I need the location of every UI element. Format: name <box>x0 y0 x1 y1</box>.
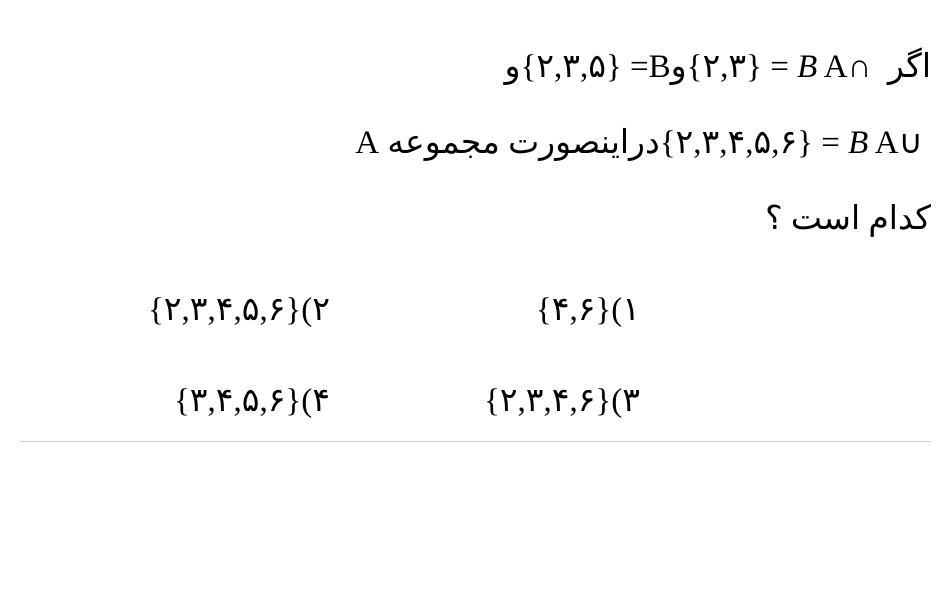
question-line-2: {۲,۳,۴,۵,۶} = B A∪ دراینصورت مجموعه A <box>20 106 931 182</box>
option-4-number: ۴) <box>301 383 330 419</box>
options-row-2: ۳){۲,۳,۴,۶} ۴){۳,۴,۵,۶} <box>20 364 931 443</box>
option-1-value: {۴,۶} <box>536 292 611 328</box>
B-eq: =B <box>622 49 671 85</box>
option-2-value: {۲,۳,۴,۵,۶} <box>148 292 301 328</box>
and-1: و <box>671 49 687 85</box>
options-row-1: ۱){۴,۶} ۲){۲,۳,۴,۵,۶} <box>20 273 931 349</box>
math-question: اگر {۲,۳} = B A∩ و{۲,۳,۵} =Bو {۲,۳,۴,۵,۶… <box>20 30 931 442</box>
B-italic-2: B <box>848 125 868 161</box>
option-3-number: ۳) <box>611 383 640 419</box>
option-1-number: ۱) <box>611 292 640 328</box>
option-3: ۳){۲,۳,۴,۶} <box>370 364 640 440</box>
option-2-number: ۲) <box>301 292 330 328</box>
eq-sign-2: = <box>813 125 848 161</box>
union-set: {۲,۳,۴,۵,۶} <box>660 125 813 161</box>
question-line-1: اگر {۲,۳} = B A∩ و{۲,۳,۵} =Bو <box>20 30 931 106</box>
and-2: و <box>505 49 521 85</box>
B-italic-1: B <box>797 49 817 85</box>
option-1: ۱){۴,۶} <box>370 273 640 349</box>
A-intersect: A∩ <box>824 49 880 85</box>
question-text: اگر {۲,۳} = B A∩ و{۲,۳,۵} =Bو {۲,۳,۴,۵,۶… <box>20 30 931 258</box>
option-2: ۲){۲,۳,۴,۵,۶} <box>20 273 330 349</box>
option-4-value: {۳,۴,۵,۶} <box>174 383 301 419</box>
option-4: ۴){۳,۴,۵,۶} <box>20 364 330 440</box>
eq-sign-1: = <box>762 49 797 85</box>
option-3-value: {۲,۳,۴,۶} <box>484 383 611 419</box>
B-set: {۲,۳,۵} <box>520 49 621 85</box>
A-union: A∪ <box>875 125 931 161</box>
then-text: دراینصورت مجموعه A <box>355 125 659 161</box>
question-line-3: کدام است ؟ <box>20 182 931 258</box>
word-if: اگر <box>880 49 931 85</box>
intersect-set: {۲,۳} <box>687 49 762 85</box>
